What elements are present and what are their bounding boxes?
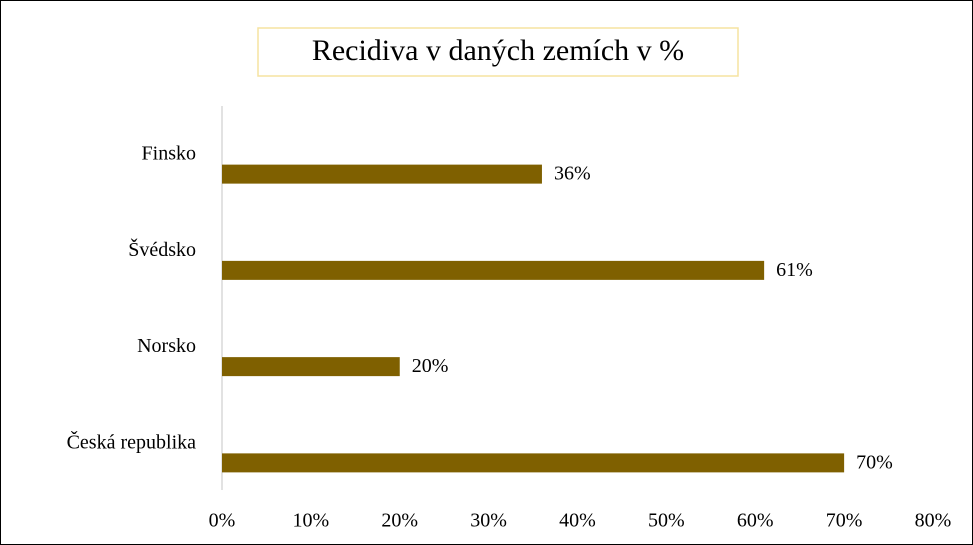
x-tick-label: 20% <box>381 510 418 532</box>
value-label: 20% <box>412 355 449 377</box>
x-tick-label: 30% <box>470 510 507 532</box>
chart-title: Recidiva v daných zemích v % <box>312 34 684 67</box>
bar <box>222 453 845 473</box>
x-tick-label: 60% <box>737 510 774 532</box>
category-label: Švédsko <box>128 237 196 261</box>
category-label: Finsko <box>142 143 196 165</box>
value-label: 61% <box>776 259 813 281</box>
x-tick-label: 40% <box>559 510 596 532</box>
category-label: Norsko <box>137 335 196 357</box>
category-label: Česká republika <box>67 429 197 453</box>
x-tick-label: 80% <box>915 510 952 532</box>
value-label: 36% <box>554 163 591 185</box>
title-box <box>257 27 739 77</box>
value-label: 70% <box>856 451 893 473</box>
x-tick-label: 50% <box>648 510 685 532</box>
x-tick-label: 70% <box>826 510 863 532</box>
bar <box>222 164 542 184</box>
x-tick-label: 0% <box>209 510 236 532</box>
bar <box>222 357 400 377</box>
x-tick-label: 10% <box>293 510 330 532</box>
bar <box>222 260 765 280</box>
